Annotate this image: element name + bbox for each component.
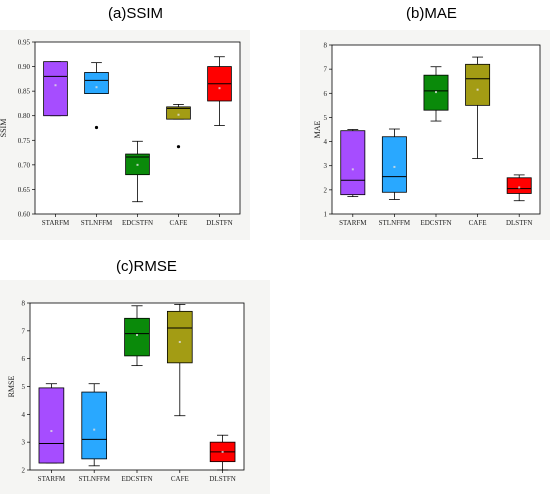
rmse-box-stlnffm — [81, 391, 108, 460]
ssim-outlier-point — [94, 125, 99, 130]
mae-panel-title: (b)MAE — [406, 5, 457, 22]
rmse-x-tick-label: STARFM — [38, 475, 66, 483]
rmse-y-tick-label: 7 — [22, 327, 26, 335]
ssim-x-tick-label: CAFE — [170, 219, 188, 227]
ssim-y-tick-label: 0.95 — [18, 39, 31, 47]
mae-x-tick-label: EDCSTFN — [420, 219, 451, 227]
mae-x-tick-label: DLSTFN — [506, 219, 532, 227]
rmse-y-axis-label: RMSE — [7, 376, 16, 398]
mae-mean-marker — [351, 168, 354, 171]
ssim-mean-marker — [177, 113, 180, 116]
mae-mean-marker — [518, 186, 521, 189]
rmse-box-edcstfn — [124, 317, 150, 357]
ssim-mean-marker — [218, 87, 221, 90]
ssim-y-tick-label: 0.70 — [18, 161, 31, 169]
ssim-y-tick-label: 0.90 — [18, 63, 31, 71]
ssim-y-tick-label: 0.85 — [18, 88, 31, 96]
mae-mean-marker — [476, 88, 479, 91]
rmse-y-tick-label: 2 — [22, 467, 26, 475]
mae-y-tick-label: 7 — [324, 66, 328, 74]
ssim-box-cafe — [166, 106, 191, 120]
rmse-mean-marker — [136, 334, 138, 337]
ssim-y-tick-label: 0.80 — [18, 112, 31, 120]
mae-mean-marker — [393, 165, 396, 168]
ssim-x-tick-label: EDCSTFN — [122, 219, 153, 227]
ssim-y-tick-label: 0.65 — [18, 186, 31, 194]
rmse-box-starfm — [38, 387, 65, 464]
ssim-outlier-point — [176, 145, 181, 149]
ssim-mean-marker — [54, 84, 57, 87]
rmse-x-tick-label: STLNFFM — [78, 475, 110, 483]
mae-y-tick-label: 6 — [324, 90, 328, 98]
ssim-mean-marker — [95, 86, 98, 89]
rmse-mean-marker — [221, 450, 224, 453]
rmse-mean-marker — [93, 428, 96, 431]
mae-box-dlstfn — [506, 177, 532, 194]
rmse-x-tick-label: DLSTFN — [209, 475, 235, 483]
ssim-panel-title: (a)SSIM — [108, 5, 164, 22]
rmse-mean-marker — [178, 340, 181, 343]
mae-y-tick-label: 1 — [324, 211, 328, 219]
mae-box-cafe — [465, 63, 491, 106]
mae-x-tick-label: STLNFFM — [379, 219, 411, 227]
rmse-box-cafe — [166, 310, 193, 364]
mae-mean-marker — [435, 91, 437, 94]
ssim-y-tick-label: 0.60 — [18, 211, 31, 219]
mae-y-tick-label: 5 — [324, 114, 328, 122]
rmse-y-tick-label: 5 — [22, 383, 26, 391]
rmse-panel-title: (c)RMSE — [116, 258, 177, 275]
mae-y-tick-label: 2 — [324, 186, 328, 194]
rmse-x-tick-label: CAFE — [171, 475, 189, 483]
rmse-mean-marker — [50, 430, 53, 433]
ssim-box-starfm — [43, 61, 68, 117]
ssim-x-tick-label: STARFM — [42, 219, 70, 227]
ssim-x-tick-label: STLNFFM — [81, 219, 113, 227]
rmse-y-tick-label: 3 — [22, 439, 26, 447]
mae-y-tick-label: 3 — [324, 162, 328, 170]
rmse-y-tick-label: 4 — [22, 411, 26, 419]
mae-box-starfm — [340, 130, 366, 196]
mae-x-tick-label: STARFM — [339, 219, 367, 227]
ssim-y-tick-label: 0.75 — [18, 137, 31, 145]
ssim-box-stlnffm — [84, 72, 109, 95]
mae-x-tick-label: CAFE — [469, 219, 487, 227]
ssim-y-axis-label: SSIM — [0, 119, 8, 138]
rmse-x-tick-label: EDCSTFN — [121, 475, 152, 483]
rmse-y-tick-label: 6 — [22, 355, 26, 363]
mae-y-axis-label: MAE — [313, 121, 322, 139]
ssim-x-tick-label: DLSTFN — [206, 219, 232, 227]
mae-box-stlnffm — [381, 136, 407, 193]
rmse-y-tick-label: 8 — [22, 300, 26, 308]
mae-y-tick-label: 4 — [324, 138, 328, 146]
ssim-mean-marker — [136, 163, 139, 166]
mae-y-tick-label: 8 — [324, 42, 328, 50]
